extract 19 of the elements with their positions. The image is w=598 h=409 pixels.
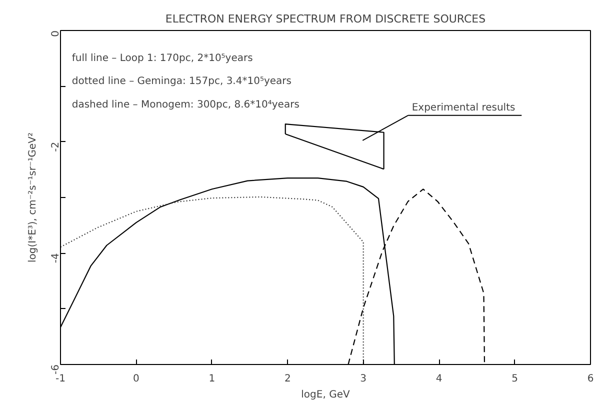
x-axis-title: logE, GeV <box>301 390 350 400</box>
x-tick-label: 0 <box>133 374 140 384</box>
y-axis-title: log(I*E³), cm⁻²s⁻¹sr⁻¹GeV² <box>28 132 38 263</box>
x-tick-label: 4 <box>436 374 442 384</box>
chart-title: ELECTRON ENERGY SPECTRUM FROM DISCRETE SOURCES <box>165 12 486 26</box>
annotation: dotted line – Geminga: 157pc, 3.4*10⁵years <box>72 76 292 88</box>
y-tick-label: 0 <box>50 30 62 37</box>
annotation: full line – Loop 1: 170pc, 2*10⁵years <box>72 52 253 64</box>
x-tick-label: 3 <box>360 374 367 384</box>
y-tick-label: -4 <box>50 253 62 264</box>
x-tick-label: -1 <box>56 374 66 384</box>
y-tick-label: -2 <box>50 142 62 152</box>
text: Experimental results <box>412 102 516 114</box>
x-tick-label: 6 <box>587 374 594 384</box>
x-tick-label: 5 <box>512 374 518 384</box>
x-tick-label: 2 <box>284 374 291 384</box>
y-tick-label: -6 <box>50 364 62 374</box>
x-tick-label: 1 <box>208 374 216 384</box>
annotation: dashed line – Monogem: 300pc, 8.6*10⁴years <box>72 100 300 111</box>
